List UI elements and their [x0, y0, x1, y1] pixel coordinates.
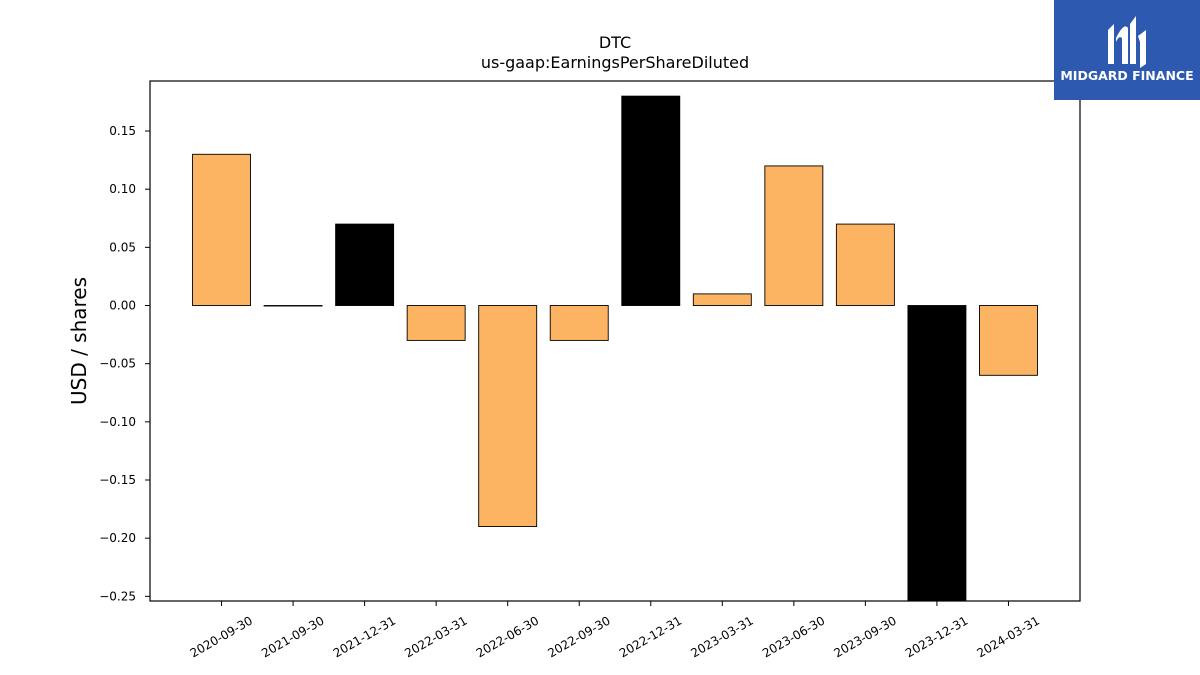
- bar-2023-09-30: [835, 223, 895, 306]
- bars-group: [192, 95, 1038, 602]
- x-tick-label: 2023-09-30: [831, 613, 898, 660]
- y-tick-label: 0.00: [109, 299, 136, 313]
- logo-text: MIDGARD FINANCE: [1060, 68, 1194, 83]
- midgard-finance-logo: MIDGARD FINANCE: [1054, 0, 1200, 100]
- chart-title: DTC: [599, 33, 631, 52]
- bar-2023-12-31: [907, 305, 967, 602]
- y-tick-label: −0.15: [99, 473, 136, 487]
- x-tick-label: 2021-09-30: [259, 613, 326, 660]
- x-tick-label: 2020-09-30: [188, 613, 255, 660]
- x-tick-label: 2023-12-31: [903, 613, 970, 660]
- y-tick-label: −0.10: [99, 415, 136, 429]
- x-tick-label: 2023-03-31: [688, 613, 755, 660]
- midgard-logo-icon: [1108, 16, 1146, 68]
- y-tick-label: −0.25: [99, 589, 136, 603]
- bar-2022-09-30: [549, 305, 609, 341]
- x-tick-label: 2022-12-31: [617, 613, 684, 660]
- x-tick-label: 2024-03-31: [975, 613, 1042, 660]
- bar-2022-12-31: [621, 95, 681, 306]
- y-tick-label: −0.20: [99, 531, 136, 545]
- x-tick-label: 2021-12-31: [331, 613, 398, 660]
- y-axis: −0.25 −0.20 −0.15 −0.10 −0.05 0.00 0.05 0.10 0.1…: [99, 124, 150, 603]
- bar-2023-06-30: [764, 165, 824, 306]
- x-tick-label: 2022-06-30: [474, 613, 541, 660]
- plot-frame: [149, 80, 1081, 602]
- x-axis: 2020-09-30 2021-09-30 2021-12-31 2022-03-31…: [188, 601, 1042, 660]
- bar-2023-03-31: [692, 293, 752, 306]
- chart-subtitle: us-gaap:EarningsPerShareDiluted: [481, 53, 749, 72]
- x-tick-label: 2022-03-31: [402, 613, 469, 660]
- bar-2022-06-30: [478, 305, 538, 527]
- y-tick-label: −0.05: [99, 357, 136, 371]
- x-tick-label: 2023-06-30: [760, 613, 827, 660]
- y-axis-label: USD / shares: [67, 277, 91, 405]
- y-tick-label: 0.05: [109, 240, 136, 254]
- bar-2021-12-31: [335, 223, 395, 306]
- bar-2021-09-30: [263, 305, 323, 307]
- y-tick-label: 0.10: [109, 182, 136, 196]
- bar-2024-03-31: [979, 305, 1038, 376]
- bar-2022-03-31: [406, 305, 466, 341]
- bar-2020-09-30: [192, 153, 251, 306]
- y-tick-label: 0.15: [109, 124, 136, 138]
- x-tick-label: 2022-09-30: [545, 613, 612, 660]
